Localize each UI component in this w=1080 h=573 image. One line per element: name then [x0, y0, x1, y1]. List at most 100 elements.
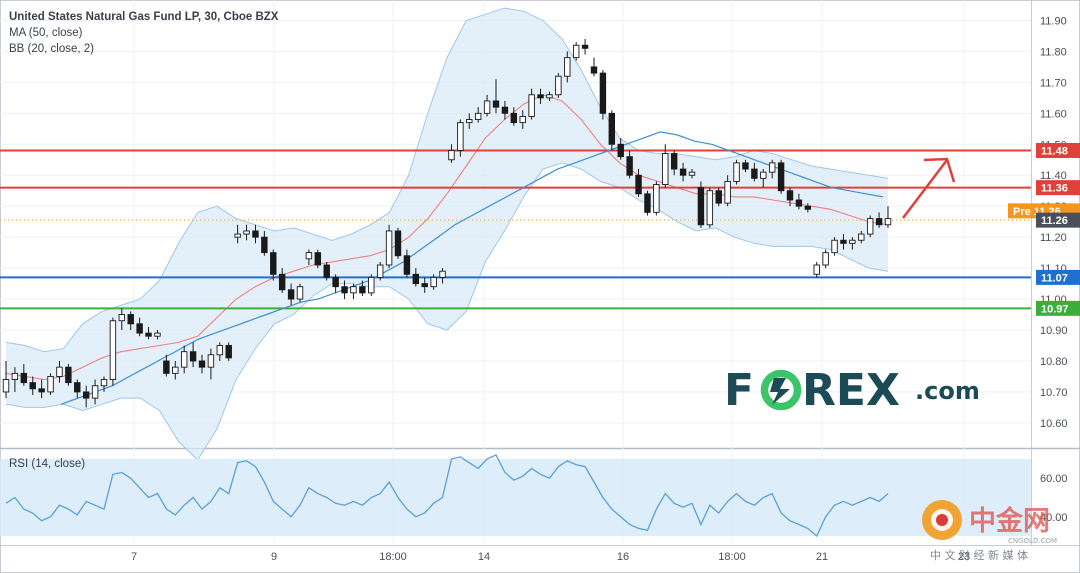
candle[interactable] [653, 181, 660, 216]
candle[interactable] [760, 169, 767, 188]
candle[interactable] [154, 330, 161, 340]
candle[interactable] [261, 230, 268, 256]
candle[interactable] [751, 162, 758, 182]
candle[interactable] [742, 159, 749, 173]
candle[interactable] [510, 107, 518, 126]
candle[interactable] [243, 224, 250, 241]
candle[interactable] [216, 342, 224, 361]
candle[interactable] [270, 249, 277, 281]
candle[interactable] [813, 261, 820, 278]
candle[interactable] [688, 169, 696, 179]
candle[interactable] [74, 379, 81, 399]
candle[interactable] [501, 100, 509, 120]
candle[interactable] [644, 190, 651, 216]
candle[interactable] [118, 308, 126, 331]
candle[interactable] [394, 227, 402, 259]
candle[interactable] [350, 283, 357, 300]
candle[interactable] [492, 79, 500, 114]
candle[interactable] [528, 88, 535, 120]
candle[interactable] [127, 311, 134, 331]
candle[interactable] [572, 42, 580, 61]
candle[interactable] [296, 283, 304, 303]
candle[interactable] [278, 268, 286, 293]
candle[interactable] [11, 367, 19, 392]
candle[interactable] [368, 274, 375, 296]
candle[interactable] [136, 317, 143, 337]
candle[interactable] [884, 206, 892, 228]
candle[interactable] [412, 268, 420, 287]
candle[interactable] [287, 283, 295, 306]
candle[interactable] [38, 379, 45, 399]
candle[interactable] [786, 187, 794, 207]
candle[interactable] [207, 348, 215, 380]
candle[interactable] [421, 277, 428, 293]
candle[interactable] [822, 249, 829, 269]
candle[interactable] [590, 57, 598, 77]
candle[interactable] [252, 224, 259, 244]
candle[interactable] [866, 215, 874, 238]
candle[interactable] [91, 379, 99, 405]
candle[interactable] [403, 249, 411, 278]
candle[interactable] [679, 162, 687, 182]
candle[interactable] [483, 94, 491, 117]
candle[interactable] [198, 354, 206, 374]
candle[interactable] [474, 107, 482, 123]
candle[interactable] [733, 159, 740, 185]
candle[interactable] [225, 342, 232, 361]
candle[interactable] [715, 187, 722, 207]
candle[interactable] [849, 237, 856, 250]
candle[interactable] [305, 249, 313, 266]
candlesticks[interactable] [2, 39, 892, 408]
candle[interactable] [564, 51, 571, 83]
candle[interactable] [466, 113, 473, 129]
candle[interactable] [608, 110, 616, 151]
candle[interactable] [29, 376, 36, 396]
candle[interactable] [430, 274, 437, 290]
candle[interactable] [831, 237, 838, 256]
candle[interactable] [341, 280, 348, 300]
candle[interactable] [448, 144, 455, 163]
candle[interactable] [537, 88, 544, 105]
candle[interactable] [777, 159, 785, 194]
candle[interactable] [234, 224, 241, 244]
candle[interactable] [109, 317, 117, 386]
candle[interactable] [626, 150, 633, 179]
candle[interactable] [457, 119, 464, 157]
candle[interactable] [804, 203, 812, 213]
candle[interactable] [697, 181, 705, 228]
candle[interactable] [82, 385, 90, 408]
candle[interactable] [724, 175, 731, 207]
candle[interactable] [662, 144, 669, 188]
time-axis[interactable]: 7 9 18:00 14 16 18:00 21 23 [131, 551, 970, 563]
candle[interactable] [376, 261, 384, 281]
candle[interactable] [519, 110, 526, 129]
candle[interactable] [20, 364, 28, 386]
candle[interactable] [100, 376, 108, 392]
candle[interactable] [795, 193, 803, 210]
candle[interactable] [439, 268, 446, 284]
candle[interactable] [163, 354, 170, 377]
candle[interactable] [546, 91, 553, 101]
candle[interactable] [332, 274, 339, 293]
candle[interactable] [145, 326, 152, 340]
candle[interactable] [180, 345, 188, 374]
candle[interactable] [617, 138, 624, 160]
candle[interactable] [635, 169, 642, 197]
candle[interactable] [706, 187, 714, 228]
candle[interactable] [581, 39, 589, 55]
candle[interactable] [56, 360, 63, 383]
candle[interactable] [768, 159, 776, 179]
candle[interactable] [858, 230, 865, 244]
candle[interactable] [314, 249, 322, 269]
candle[interactable] [189, 342, 197, 368]
candle[interactable] [359, 280, 366, 296]
candle[interactable] [385, 224, 393, 269]
candle[interactable] [323, 261, 330, 281]
candle[interactable] [875, 212, 883, 228]
candle[interactable] [670, 150, 678, 176]
candle[interactable] [599, 70, 607, 120]
candle[interactable] [2, 360, 10, 399]
candle[interactable] [47, 373, 54, 396]
candle[interactable] [172, 360, 179, 380]
candle[interactable] [555, 73, 562, 98]
